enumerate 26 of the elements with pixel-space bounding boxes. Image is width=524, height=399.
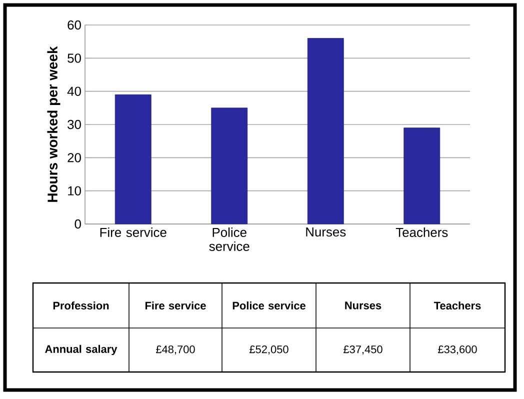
y-tick-label: 50 (68, 54, 81, 63)
x-tick-label: Teachers (396, 228, 448, 238)
text: Profession (53, 301, 109, 310)
bar (307, 38, 344, 224)
y-tick-label: 30 (68, 120, 81, 130)
bar (114, 94, 152, 224)
x-tick-label: Fire service (100, 228, 166, 238)
y-tick-label: 20 (68, 153, 81, 162)
data-label: £48,700 (156, 345, 195, 355)
bar (211, 108, 248, 224)
data-label: £33,600 (438, 345, 477, 355)
category-label: Nurses (345, 302, 382, 310)
category-label: Fire service (145, 301, 206, 310)
x-tick-label: Police service (209, 228, 250, 251)
y-tick-label: 40 (67, 86, 81, 96)
y-tick-label: 0 (74, 219, 81, 229)
y-tick-label: 60 (68, 20, 81, 30)
category-label: Teachers (434, 301, 481, 310)
x-tick-label: Nurses (306, 228, 346, 237)
data-label: £52,050 (250, 345, 288, 355)
category-label: Police service (232, 301, 306, 310)
data-label: £37,450 (344, 345, 382, 355)
y-tick-label: 10 (68, 186, 81, 196)
bar (404, 128, 440, 224)
y-axis-title: Hours worked per week (47, 46, 60, 202)
text: Annual salary (45, 344, 118, 356)
